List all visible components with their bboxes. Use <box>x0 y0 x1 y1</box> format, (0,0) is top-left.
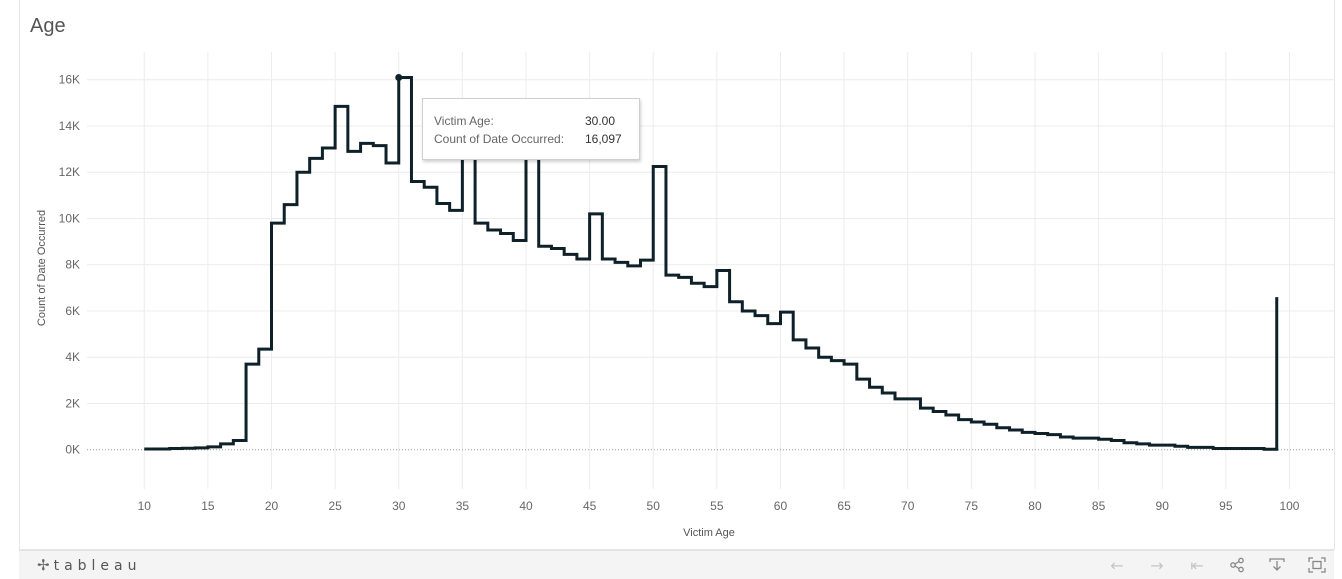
y-tick-label: 10K <box>59 211 80 225</box>
tooltip-label: Victim Age: <box>434 114 494 128</box>
redo-arrow-icon[interactable]: → <box>1150 555 1164 575</box>
x-axis-ticks: 10 15 20 25 30 35 40 45 50 55 60 65 70 75 80 85 90 95 100 <box>138 499 1300 513</box>
x-tick-label: 30 <box>392 499 406 513</box>
y-tick-label: 4K <box>65 350 80 364</box>
x-tick-label: 90 <box>1156 499 1170 513</box>
tableau-toolbar: ✢ tableau ← → ⇤ <box>19 550 1334 579</box>
y-tick-label: 0K <box>65 443 80 457</box>
highlight-point[interactable] <box>395 74 403 82</box>
x-axis-label: Victim Age <box>683 527 735 539</box>
y-axis-label: Count of Date Occurred <box>36 210 48 326</box>
tableau-mark-icon: ✢ <box>37 556 50 574</box>
y-axis-ticks: 0K 2K 4K 6K 8K 10K 12K 14K 16K <box>59 73 80 457</box>
y-tick-label: 16K <box>59 73 80 87</box>
y-tick-label: 2K <box>65 396 80 410</box>
undo-arrow-icon[interactable]: ← <box>1110 555 1124 575</box>
tooltip-label: Count of Date Occurred: <box>434 132 565 146</box>
age-histogram-chart[interactable]: 10 15 20 25 30 35 40 45 50 55 60 65 70 75 80 85 90 95 100 … <box>0 0 1342 550</box>
hover-tooltip: Victim Age: 30.00 Count of Date Occurred… <box>422 98 640 160</box>
x-tick-label: 20 <box>265 499 279 513</box>
age-count-step-line <box>144 76 1279 451</box>
tooltip-value: 16,097 <box>585 132 622 146</box>
x-tick-label: 10 <box>138 499 152 513</box>
x-tick-label: 60 <box>774 499 788 513</box>
download-icon[interactable] <box>1266 555 1288 575</box>
x-tick-label: 25 <box>328 499 342 513</box>
revert-icon[interactable]: ⇤ <box>1190 555 1204 575</box>
tableau-wordmark: tableau <box>53 558 142 574</box>
x-tick-label: 70 <box>901 499 915 513</box>
x-tick-label: 40 <box>519 499 533 513</box>
horizontal-gridlines <box>87 79 1334 404</box>
x-tick-label: 100 <box>1279 499 1299 513</box>
y-tick-label: 8K <box>65 258 80 272</box>
x-tick-label: 95 <box>1219 499 1233 513</box>
x-tick-label: 35 <box>456 499 470 513</box>
x-tick-label: 75 <box>965 499 979 513</box>
tableau-logo[interactable]: ✢ tableau <box>37 556 142 574</box>
y-tick-label: 14K <box>59 119 80 133</box>
x-tick-label: 55 <box>710 499 724 513</box>
x-tick-label: 45 <box>583 499 597 513</box>
x-tick-label: 15 <box>201 499 215 513</box>
x-tick-label: 85 <box>1092 499 1106 513</box>
y-tick-label: 6K <box>65 304 80 318</box>
tooltip-value: 30.00 <box>585 114 616 128</box>
x-tick-label: 65 <box>837 499 851 513</box>
share-icon[interactable] <box>1226 555 1248 575</box>
vertical-gridlines <box>143 52 1290 489</box>
y-tick-label: 12K <box>59 165 80 179</box>
x-tick-label: 80 <box>1028 499 1042 513</box>
chart-title: Age <box>30 15 66 37</box>
fullscreen-icon[interactable] <box>1306 555 1328 575</box>
x-tick-label: 50 <box>647 499 661 513</box>
